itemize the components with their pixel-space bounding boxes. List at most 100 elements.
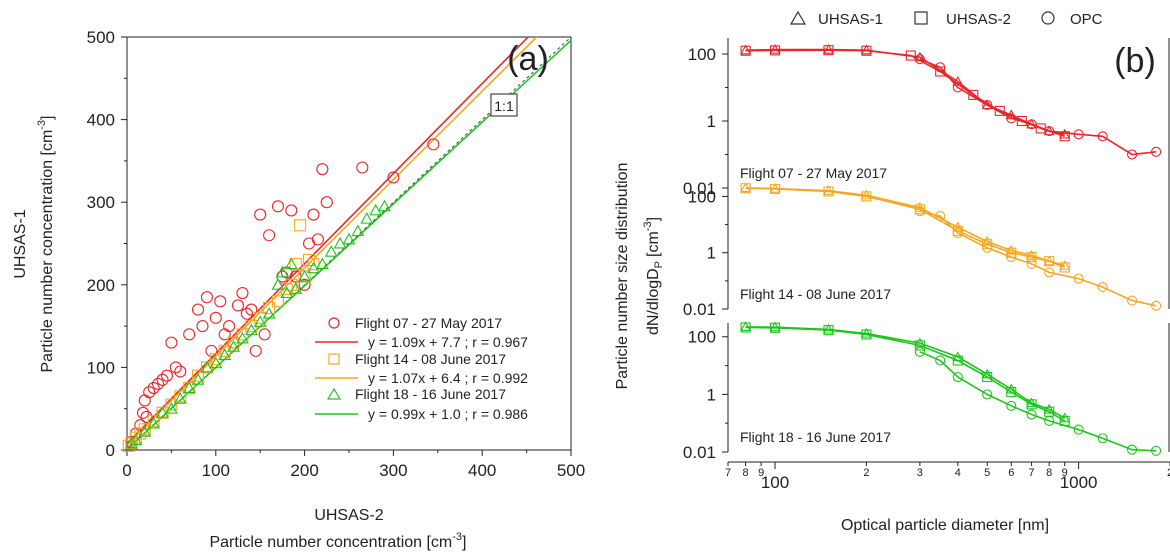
panel-b-point bbox=[1097, 433, 1108, 444]
panel-b-series-line bbox=[919, 210, 1157, 307]
panel-b-point bbox=[769, 183, 781, 194]
panel-a-point bbox=[173, 392, 187, 404]
panel-a-point bbox=[182, 381, 196, 394]
legend-uhsas1-marker bbox=[789, 10, 807, 25]
panel-b-point bbox=[952, 371, 963, 383]
panel-b-point bbox=[1151, 300, 1162, 311]
panel-a-point bbox=[351, 224, 365, 237]
panel-b-point bbox=[1006, 387, 1017, 398]
panel-a-point bbox=[196, 320, 209, 333]
panel-a-point bbox=[387, 171, 400, 184]
panel-a-point bbox=[245, 303, 258, 316]
panel-b-point bbox=[1059, 259, 1071, 270]
panel-b-point bbox=[1044, 126, 1055, 137]
panel-a-point bbox=[136, 406, 150, 419]
panel-b-point bbox=[1073, 273, 1084, 284]
panel-a-xtick-label: 100 bbox=[202, 461, 230, 480]
panel-b-xtick-minor-label: 2 bbox=[1167, 467, 1170, 479]
panel-b-point bbox=[914, 206, 925, 217]
legend-a-flight18-marker bbox=[326, 387, 342, 400]
panel-b-point bbox=[769, 321, 781, 332]
panel-a-point bbox=[191, 369, 205, 382]
panel-b-point bbox=[1006, 252, 1017, 263]
panel-b-point bbox=[952, 75, 964, 86]
panel-b-point bbox=[1026, 399, 1037, 410]
legend-a-flight14-marker bbox=[328, 353, 340, 365]
panel-b-point bbox=[740, 45, 751, 56]
panel-a-point bbox=[236, 331, 249, 344]
panel-a-point bbox=[191, 373, 205, 385]
panel-a-point bbox=[138, 394, 151, 407]
panel-b-point bbox=[1073, 424, 1084, 435]
panel-a-point bbox=[289, 258, 302, 271]
panel-b-xtick-minor-label: 5 bbox=[984, 467, 990, 479]
panel-b-point bbox=[823, 323, 834, 334]
panel-b-point bbox=[935, 355, 946, 366]
panel-b-xtick-minor-label: 9 bbox=[758, 467, 764, 479]
panel-b-xlabel: Optical particle diameter [nm] bbox=[841, 517, 1049, 534]
panel-a-point bbox=[294, 219, 307, 232]
panel-b-point bbox=[740, 182, 752, 193]
panel-b-series-line bbox=[745, 326, 1066, 419]
panel-b-xtick-minor-label: 4 bbox=[955, 467, 961, 479]
panel-b-xtick-minor-label: 6 bbox=[1008, 467, 1014, 479]
panel-a-ytick-label: 500 bbox=[87, 28, 115, 47]
legend-opc-label: OPC bbox=[1070, 11, 1103, 28]
panel-b-flight-label: Flight 18 - 16 June 2017 bbox=[740, 429, 891, 445]
legend-uhsas2-label: UHSAS-2 bbox=[946, 11, 1011, 28]
panel-a-point bbox=[147, 381, 160, 395]
panel-a-point bbox=[271, 278, 285, 290]
panel-b-ytick-label: 0.01 bbox=[683, 300, 716, 319]
panel-a-point bbox=[152, 377, 165, 390]
panel-b-ylabel-main: Particle number size distribution bbox=[614, 163, 631, 390]
panel-b-point bbox=[982, 242, 993, 253]
panel-b-xtick-minor-label: 3 bbox=[917, 467, 923, 479]
panel-a-point bbox=[174, 365, 187, 378]
panel-a-point bbox=[138, 423, 151, 436]
panel-b-point bbox=[935, 62, 946, 73]
panel-b-subpanel: 0.01 1 100 Flight 07 - 27 May 2017 bbox=[683, 38, 1170, 198]
panel-a-point bbox=[200, 360, 214, 373]
panel-a-point bbox=[223, 320, 236, 333]
panel-a-point bbox=[302, 253, 316, 267]
panel-b-point bbox=[1044, 267, 1055, 278]
panel-a-xlabel-bottom: Particle number concentration [cm-3] bbox=[209, 531, 466, 551]
panel-b-point bbox=[952, 355, 963, 366]
one-to-one-label: 1:1 bbox=[494, 98, 514, 114]
panel-b-point bbox=[1026, 258, 1037, 269]
panel-a-point bbox=[285, 204, 298, 217]
panel-b-point bbox=[1151, 146, 1162, 157]
panel-b-point bbox=[1127, 149, 1138, 160]
panel-a-point bbox=[227, 340, 240, 352]
panel-b-point bbox=[1127, 295, 1138, 306]
legend-a-flight18-name: Flight 18 - 16 June 2017 bbox=[355, 386, 506, 402]
panel-a-point bbox=[156, 373, 169, 386]
panel-b-point bbox=[935, 211, 946, 222]
panel-b-point bbox=[982, 389, 993, 400]
panel-a-fit-line bbox=[126, 36, 529, 445]
panel-a-point bbox=[378, 199, 391, 212]
panel-a-point bbox=[209, 356, 223, 369]
panel-b-point bbox=[1151, 445, 1162, 456]
panel-a-point bbox=[289, 282, 303, 294]
panel-a-point bbox=[138, 425, 152, 437]
legend-a-flight07-fit: y = 1.09x + 7.7 ; r = 0.967 bbox=[368, 334, 528, 350]
panel-b-point bbox=[740, 183, 751, 194]
panel-b-xtick-minor-label: 8 bbox=[1046, 467, 1052, 479]
panel-b-point bbox=[861, 329, 872, 340]
panel-a-point bbox=[315, 257, 329, 270]
panel-a-point bbox=[342, 232, 356, 245]
panel-b-xaxis: 7892345678921001000 bbox=[725, 461, 1170, 492]
panel-b-point bbox=[769, 43, 781, 54]
panel-a-point bbox=[214, 295, 227, 308]
panel-b-point bbox=[1043, 403, 1055, 414]
panel-b-ytick-label: 1 bbox=[707, 385, 716, 404]
panel-a-point bbox=[427, 138, 440, 151]
panel-a-point bbox=[284, 257, 298, 270]
panel-a-point bbox=[298, 269, 312, 282]
panel-a-point bbox=[356, 161, 369, 174]
panel-a: 0 100 200 300 400 500 0 100 200 300 400 500 (a) 1:1… bbox=[12, 28, 585, 551]
panel-a-point bbox=[271, 200, 285, 213]
panel-a-point bbox=[122, 439, 135, 452]
panel-b-subpanel: 0.01 1 100 Flight 18 - 16 June 2017 bbox=[683, 321, 1170, 462]
